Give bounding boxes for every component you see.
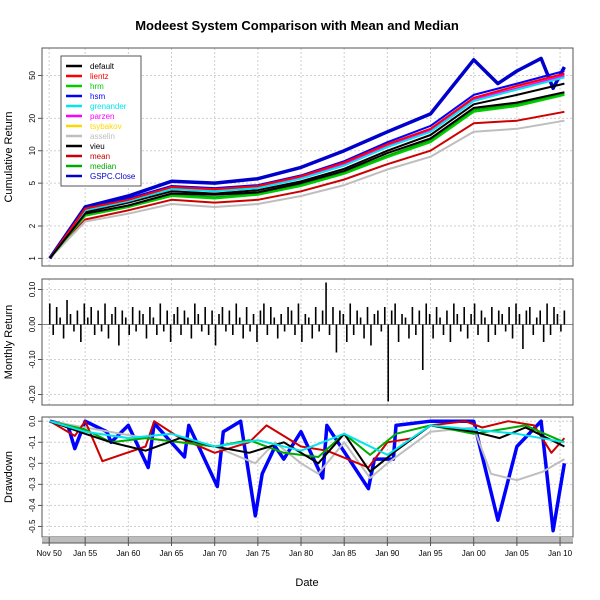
legend-entry: grenander xyxy=(90,102,127,111)
series-line-mean xyxy=(49,110,565,260)
drawdown-series xyxy=(49,419,567,533)
series-line-vieu xyxy=(49,82,565,260)
legend-entry: lientz xyxy=(90,72,109,81)
y-tick-label: -0.20 xyxy=(28,385,37,404)
legend-box xyxy=(60,55,142,187)
chart-title: Modeest System Comparison with Mean and … xyxy=(135,18,459,33)
x-tick-label: Jan 60 xyxy=(116,549,141,558)
x-axis-band xyxy=(42,537,573,543)
legend-entry: GSPC.Close xyxy=(90,172,136,181)
y-tick-label: 2 xyxy=(28,223,37,228)
drawdown-line-asselin xyxy=(49,420,565,482)
y-tick-label: 50 xyxy=(28,70,37,79)
drawdown-line-grenander xyxy=(49,420,565,456)
monthly-y-label: Monthly Return xyxy=(3,305,15,380)
legend-entry: asselin xyxy=(90,132,115,141)
monthly-bars xyxy=(42,282,573,402)
monthly-plot-frame xyxy=(41,278,574,406)
drawdown-line-median xyxy=(49,420,565,458)
cumulative-series xyxy=(48,56,566,260)
legend-entry: mean xyxy=(90,152,110,161)
series-line-default xyxy=(49,91,565,260)
drawdown-line-mean xyxy=(49,420,566,469)
y-tick-label: -0.1 xyxy=(28,435,37,449)
drawdown-plot-frame xyxy=(41,416,574,538)
monthly-grid xyxy=(42,279,573,405)
monthly-panel: -0.20 -0.10 0.00 0.10 Monthly Return xyxy=(3,278,574,406)
y-tick-label: 0.10 xyxy=(28,281,37,297)
x-axis-label: Date xyxy=(295,577,318,589)
y-tick-label: -0.4 xyxy=(28,498,37,512)
drawdown-grid xyxy=(42,417,573,537)
cumulative-panel: 1 2 5 10 20 50 Cumulative Return defaultlient… xyxy=(3,47,574,267)
legend-entry: hrm xyxy=(90,82,104,91)
series-line-grenander xyxy=(48,76,565,259)
x-tick-label: Jan 00 xyxy=(462,549,487,558)
y-tick-label: -0.5 xyxy=(28,519,37,533)
x-tick-label: Jan 65 xyxy=(159,549,184,558)
y-tick-label: 5 xyxy=(28,180,37,185)
legend-entry: tsybakov xyxy=(90,122,122,131)
x-tick-label: Nov 50 xyxy=(37,549,63,558)
legend-entry: default xyxy=(90,62,115,71)
drawdown-y-ticks: 0.0 -0.1 -0.2 -0.3 -0.4 -0.5 xyxy=(28,415,42,533)
series-line-lientz xyxy=(48,72,565,259)
cumulative-y-label: Cumulative Return xyxy=(3,111,15,202)
drawdown-panel: 0.0 -0.1 -0.2 -0.3 -0.4 -0.5 Drawdown xyxy=(3,415,574,538)
series-line-gspc-close xyxy=(48,56,566,260)
x-tick-label: Jan 85 xyxy=(332,549,357,558)
x-axis: Nov 50 Jan 55 Jan 60 Jan 65 Jan 70 Jan 75 Jan … xyxy=(37,537,573,558)
x-tick-label: Jan 10 xyxy=(548,549,573,558)
x-tick-label: Jan 05 xyxy=(505,549,530,558)
x-tick-label: Jan 80 xyxy=(289,549,314,558)
x-tick-label: Jan 70 xyxy=(203,549,228,558)
y-tick-label: 1 xyxy=(28,256,37,261)
drawdown-y-label: Drawdown xyxy=(3,451,15,503)
series-line-hrm xyxy=(49,93,565,260)
monthly-y-ticks: -0.20 -0.10 0.00 0.10 xyxy=(28,281,42,404)
y-tick-label: -0.3 xyxy=(28,477,37,491)
legend: defaultlientzhrmhsmgrenanderparzentsybak… xyxy=(60,55,142,187)
x-tick-label: Jan 90 xyxy=(375,549,400,558)
drawdown-line-default xyxy=(49,420,565,473)
y-tick-label: 10 xyxy=(28,146,37,155)
y-tick-label: -0.2 xyxy=(28,456,37,470)
legend-entry: parzen xyxy=(90,112,114,121)
y-tick-label: 0.0 xyxy=(28,415,37,427)
cumulative-y-ticks: 1 2 5 10 20 50 xyxy=(28,70,42,261)
legend-entry: vieu xyxy=(90,142,105,151)
legend-entry: hsm xyxy=(90,92,105,101)
x-tick-label: Jan 75 xyxy=(246,549,271,558)
cumulative-plot-frame xyxy=(41,47,574,267)
y-tick-label: -0.10 xyxy=(28,350,37,369)
x-tick-label: Jan 95 xyxy=(419,549,444,558)
series-line-asselin xyxy=(49,119,565,260)
x-tick-label: Jan 55 xyxy=(73,549,98,558)
y-tick-label: 20 xyxy=(28,113,37,122)
y-tick-label: 0.00 xyxy=(28,316,37,332)
legend-entry: median xyxy=(90,162,116,171)
